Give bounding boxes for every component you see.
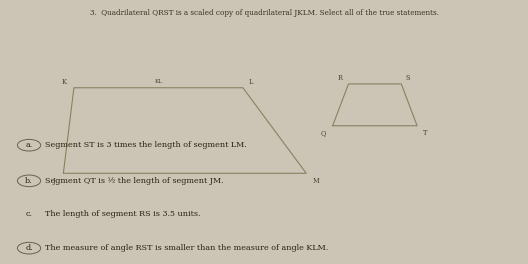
Text: The measure of angle RST is smaller than the measure of angle KLM.: The measure of angle RST is smaller than… bbox=[45, 244, 328, 252]
Text: S: S bbox=[406, 74, 410, 82]
Text: The length of segment RS is 3.5 units.: The length of segment RS is 3.5 units. bbox=[45, 210, 201, 218]
Text: KL: KL bbox=[154, 79, 163, 84]
Text: a.: a. bbox=[25, 141, 33, 149]
Text: J: J bbox=[52, 177, 55, 185]
Text: Segment ST is 3 times the length of segment LM.: Segment ST is 3 times the length of segm… bbox=[45, 141, 247, 149]
Text: b.: b. bbox=[25, 177, 33, 185]
Text: K: K bbox=[62, 78, 67, 86]
Text: T: T bbox=[423, 129, 428, 137]
Text: M: M bbox=[313, 177, 319, 185]
Text: L: L bbox=[249, 78, 253, 86]
Text: c.: c. bbox=[25, 210, 33, 218]
Text: 3.  Quadrilateral QRST is a scaled copy of quadrilateral JKLM. Select all of the: 3. Quadrilateral QRST is a scaled copy o… bbox=[90, 9, 438, 17]
Text: Q: Q bbox=[320, 129, 326, 137]
Text: d.: d. bbox=[25, 244, 33, 252]
Text: R: R bbox=[338, 74, 343, 82]
Text: Segment QT is ½ the length of segment JM.: Segment QT is ½ the length of segment JM… bbox=[45, 177, 223, 185]
